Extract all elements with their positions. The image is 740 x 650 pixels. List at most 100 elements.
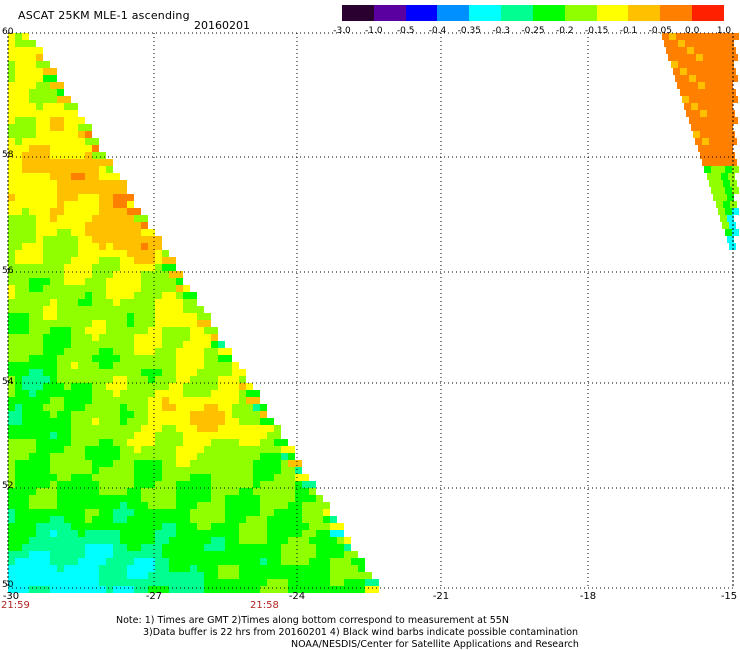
swath-cell xyxy=(92,509,99,516)
swath-cell xyxy=(365,586,372,593)
swath-cell xyxy=(8,194,15,201)
swath-cell xyxy=(36,229,43,236)
swath-cell xyxy=(29,460,36,467)
swath-cell xyxy=(700,110,707,117)
swath-cell xyxy=(57,292,64,299)
swath-cell xyxy=(99,173,106,180)
swath-cell xyxy=(36,474,43,481)
swath-cell xyxy=(707,131,714,138)
swath-cell xyxy=(148,320,155,327)
swath-cell xyxy=(64,145,71,152)
swath-cell xyxy=(190,572,197,579)
swath-cell xyxy=(239,565,246,572)
swath-cell xyxy=(337,544,344,551)
swath-cell xyxy=(29,390,36,397)
swath-cell xyxy=(169,432,176,439)
swath-cell xyxy=(8,264,15,271)
swath-cell xyxy=(197,439,204,446)
swath-cell xyxy=(113,579,120,586)
colorbar-label: -1.0 xyxy=(365,26,383,36)
swath-cell xyxy=(43,61,50,68)
swath-cell xyxy=(281,460,288,467)
swath-cell xyxy=(36,180,43,187)
swath-cell xyxy=(176,516,183,523)
swath-cell xyxy=(120,306,127,313)
swath-cell xyxy=(239,467,246,474)
swath-cell xyxy=(225,460,232,467)
swath-cell xyxy=(22,537,29,544)
swath-cell xyxy=(141,313,148,320)
swath-cell xyxy=(57,117,64,124)
swath-cell xyxy=(183,432,190,439)
swath-cell xyxy=(15,68,22,75)
swath-cell xyxy=(8,278,15,285)
swath-cell xyxy=(36,159,43,166)
swath-cell xyxy=(57,341,64,348)
swath-cell xyxy=(127,250,134,257)
swath-cell xyxy=(29,229,36,236)
swath-cell xyxy=(120,446,127,453)
swath-cell xyxy=(92,362,99,369)
swath-cell xyxy=(225,516,232,523)
swath-cell xyxy=(204,586,211,593)
swath-cell xyxy=(197,481,204,488)
swath-cell xyxy=(169,544,176,551)
swath-cell xyxy=(169,278,176,285)
swath-cell xyxy=(183,355,190,362)
swath-cell xyxy=(169,334,176,341)
swath-cell xyxy=(698,103,705,110)
swath-cell xyxy=(267,439,274,446)
swath-cell xyxy=(127,355,134,362)
swath-cell xyxy=(197,537,204,544)
swath-cell xyxy=(148,565,155,572)
swath-cell xyxy=(57,138,64,145)
swath-cell xyxy=(211,565,218,572)
swath-cell xyxy=(141,278,148,285)
swath-cell xyxy=(162,327,169,334)
swath-cell xyxy=(113,264,120,271)
swath-cell xyxy=(218,565,225,572)
swath-cell xyxy=(36,411,43,418)
swath-cell xyxy=(127,474,134,481)
swath-cell xyxy=(113,215,120,222)
swath-cell xyxy=(708,89,715,96)
swath-cell xyxy=(162,390,169,397)
swath-cell xyxy=(295,460,302,467)
swath-cell xyxy=(183,467,190,474)
swath-cell xyxy=(36,96,43,103)
swath-cell xyxy=(120,243,127,250)
swath-cell xyxy=(106,516,113,523)
swath-cell xyxy=(57,495,64,502)
swath-cell xyxy=(71,250,78,257)
swath-cell xyxy=(43,502,50,509)
swath-cell xyxy=(22,306,29,313)
swath-cell xyxy=(141,467,148,474)
swath-cell xyxy=(176,474,183,481)
swath-cell xyxy=(169,418,176,425)
swath-cell xyxy=(85,131,92,138)
swath-cell xyxy=(22,523,29,530)
swath-cell xyxy=(22,208,29,215)
colorbar-label: -0.15 xyxy=(585,26,609,36)
swath-cell xyxy=(50,432,57,439)
lon-label-minus15: -15 xyxy=(720,591,738,602)
swath-cell xyxy=(169,257,176,264)
swath-cell xyxy=(295,502,302,509)
swath-cell xyxy=(253,488,260,495)
swath-cell xyxy=(71,278,78,285)
swath-cell xyxy=(211,558,218,565)
swath-cell xyxy=(253,572,260,579)
swath-cell xyxy=(15,362,22,369)
swath-cell xyxy=(85,411,92,418)
swath-cell xyxy=(113,530,120,537)
swath-cell xyxy=(43,292,50,299)
swath-cell xyxy=(15,33,22,40)
swath-cell xyxy=(99,488,106,495)
swath-cell xyxy=(274,516,281,523)
swath-cell xyxy=(731,117,738,124)
swath-cell xyxy=(36,509,43,516)
swath-cell xyxy=(309,579,316,586)
swath-cell xyxy=(302,502,309,509)
swath-cell xyxy=(127,439,134,446)
swath-cell xyxy=(36,313,43,320)
